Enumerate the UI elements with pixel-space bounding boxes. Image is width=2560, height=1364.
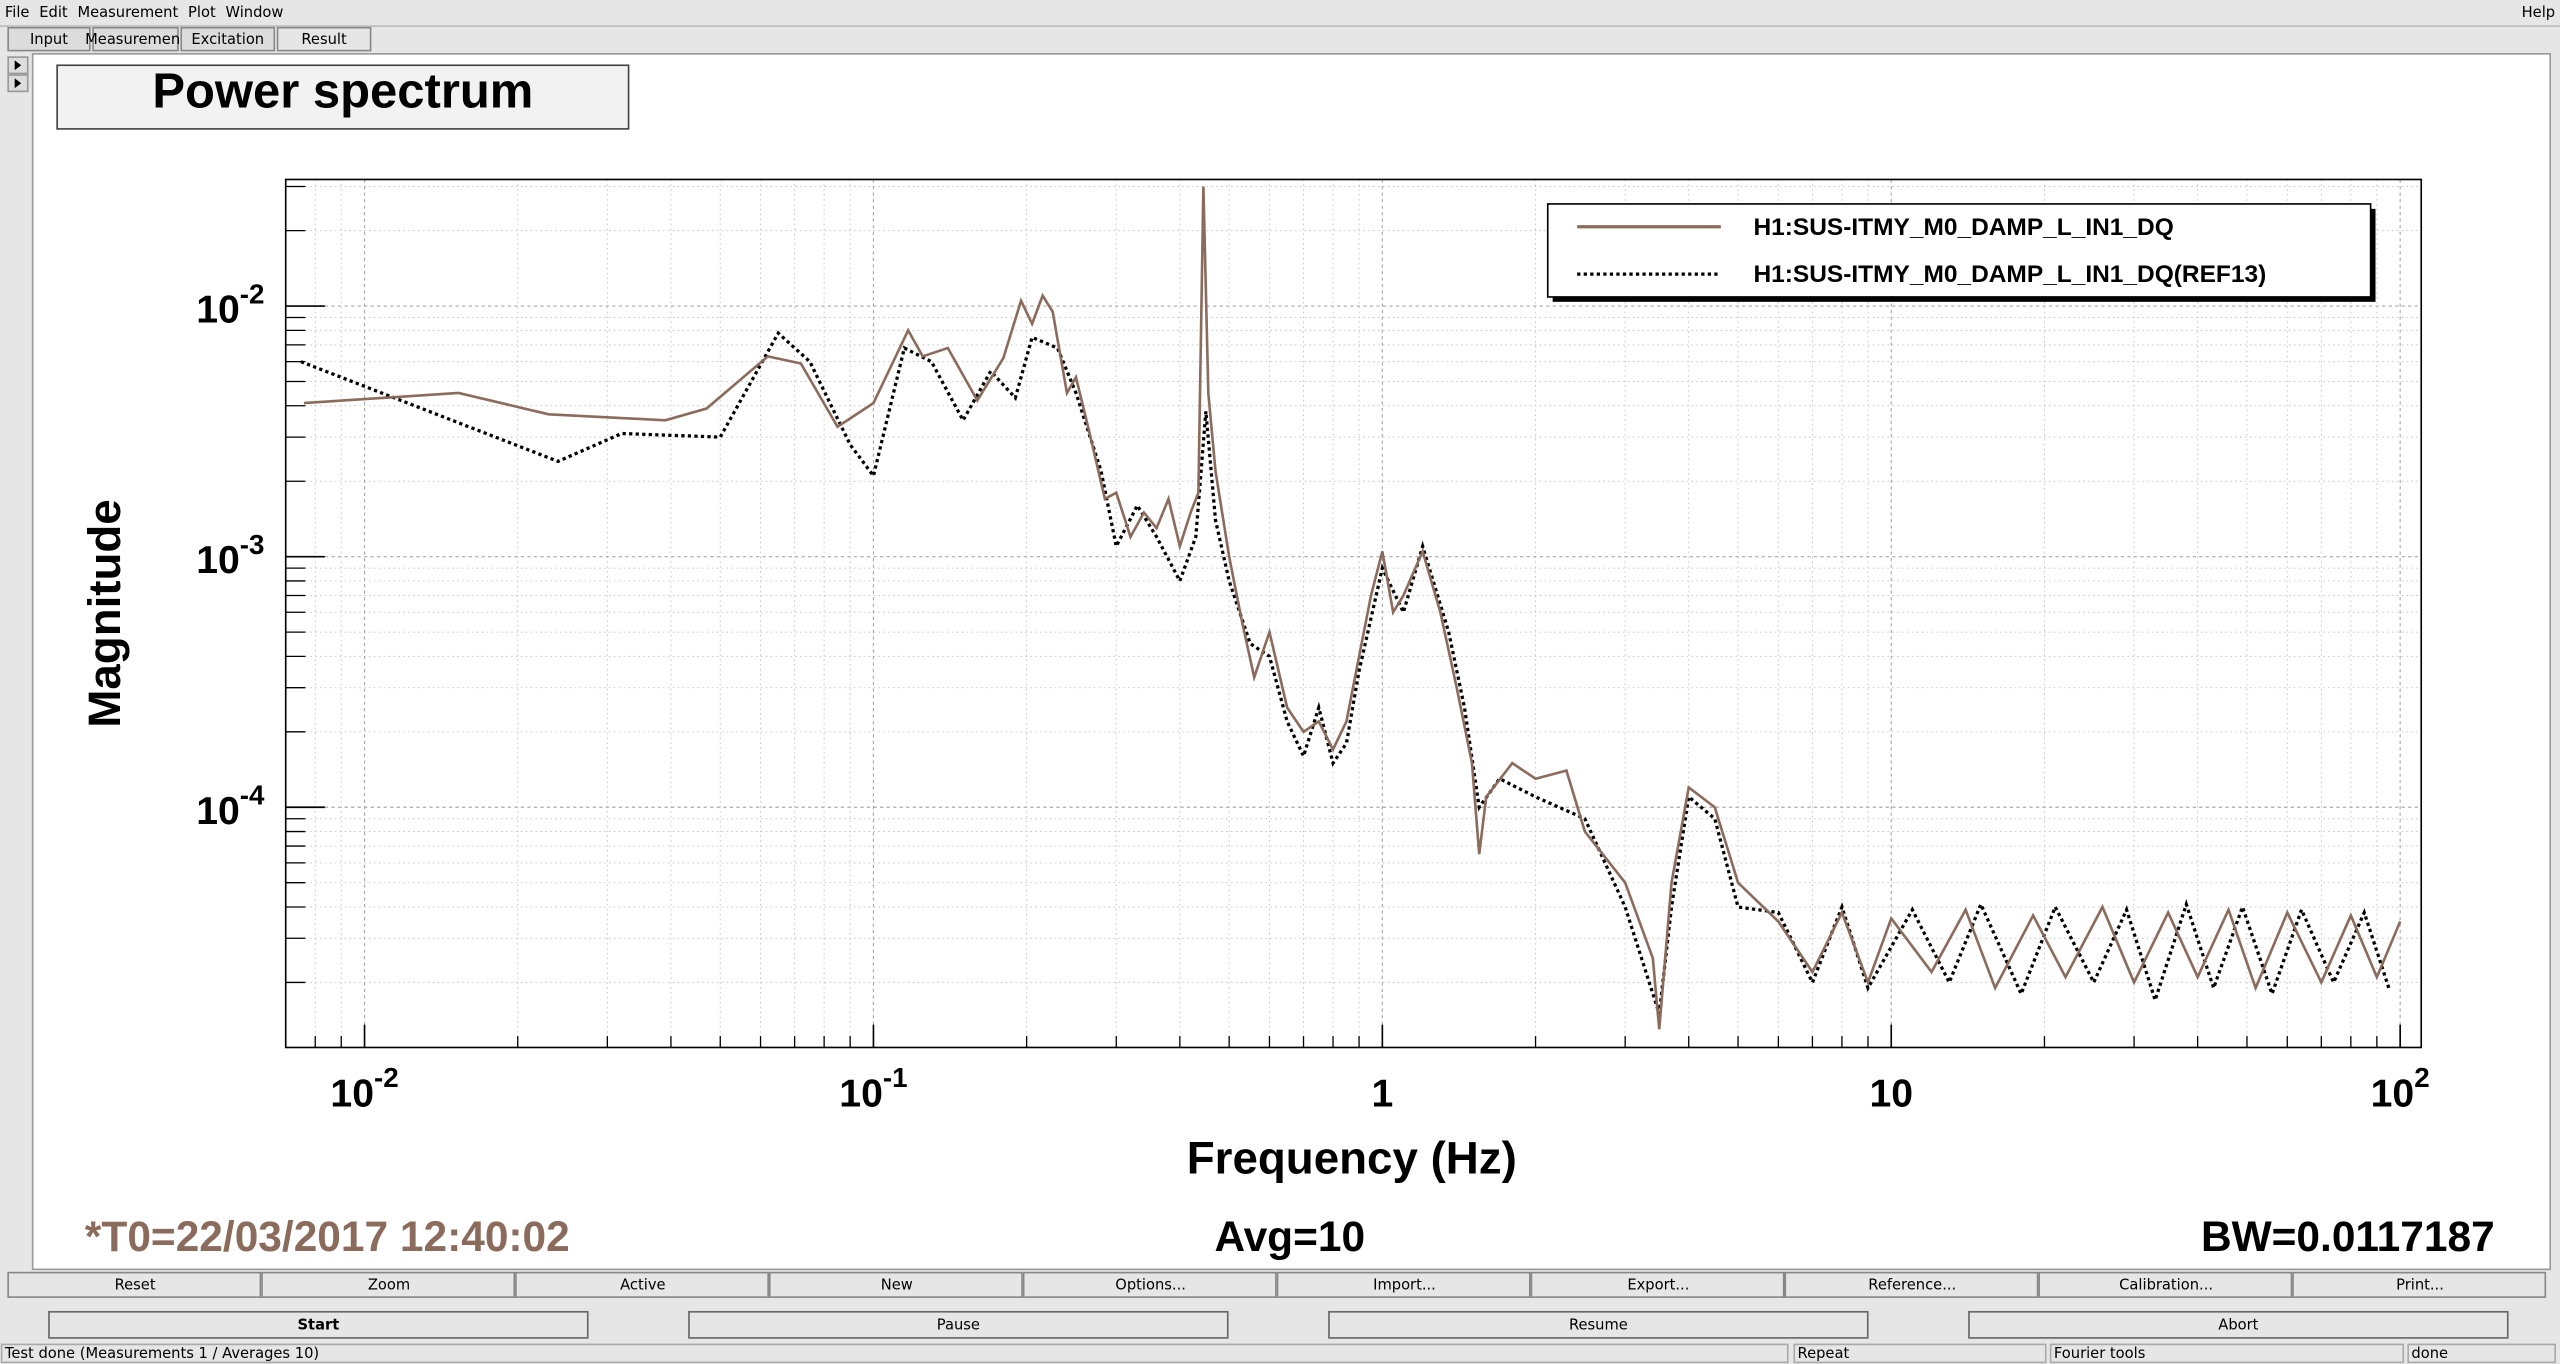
status-field xyxy=(1793,1343,2047,1364)
tick-label: 10-1 xyxy=(839,1062,907,1115)
button[interactable] xyxy=(768,1271,1023,1298)
tick-base: 10 xyxy=(196,540,240,583)
button-label[interactable]: Reference... xyxy=(1868,1277,1956,1294)
menu-bar: File Edit Measurement Plot Window Help xyxy=(5,4,2555,21)
legend-label: H1:SUS-ITMY_M0_DAMP_L_IN1_DQ xyxy=(1753,214,2173,241)
button-label[interactable]: Zoom xyxy=(368,1277,410,1294)
tab-label[interactable]: Measurement xyxy=(85,31,186,48)
t0-label: *T0=22/03/2017 12:40:02 xyxy=(85,1213,570,1260)
tick-base: 10 xyxy=(196,289,240,332)
status-text: done xyxy=(2411,1345,2448,1362)
tick-label: 10-2 xyxy=(196,279,264,332)
arrow-icon xyxy=(14,78,22,89)
x-axis-label: Frequency (Hz) xyxy=(1187,1133,1517,1184)
control-label[interactable]: Resume xyxy=(1569,1317,1628,1334)
status-bar: Test done (Measurements 1 / Averages 10)… xyxy=(0,1343,2556,1364)
button[interactable] xyxy=(2292,1271,2547,1298)
control-button[interactable] xyxy=(1968,1310,2509,1339)
panel-title: Power spectrum xyxy=(152,65,533,119)
tick-exponent: 2 xyxy=(2414,1062,2429,1093)
menu-item[interactable]: Plot xyxy=(188,4,216,21)
legend xyxy=(1546,203,2372,298)
tab-label[interactable]: Input xyxy=(30,31,68,48)
control-button[interactable] xyxy=(688,1310,1229,1339)
control-row: Start Pause Resume Abort xyxy=(48,1310,2509,1339)
button-label[interactable]: Active xyxy=(620,1277,665,1294)
tick-label: 10 xyxy=(1869,1073,1913,1116)
tick-exponent: -2 xyxy=(240,279,265,310)
button-label[interactable]: Import... xyxy=(1373,1277,1436,1294)
tab-label[interactable]: Result xyxy=(301,31,347,48)
menu-item[interactable]: File xyxy=(5,4,30,21)
tick-exponent: -1 xyxy=(883,1062,908,1093)
button-row: Reset Zoom Active New Options... Import... Exp… xyxy=(7,1271,2547,1298)
tab[interactable] xyxy=(92,26,179,52)
button-label[interactable]: Reset xyxy=(115,1277,156,1294)
tick-label: 10-2 xyxy=(330,1062,398,1115)
status-text: Test done (Measurements 1 / Averages 10) xyxy=(4,1345,319,1362)
menu-item[interactable]: Window xyxy=(226,4,284,21)
button[interactable] xyxy=(261,1271,516,1298)
tick-base: 10 xyxy=(839,1073,883,1116)
tick-label: 102 xyxy=(2371,1062,2430,1115)
tab[interactable] xyxy=(180,26,276,52)
bw-label: BW=0.0117187 xyxy=(2201,1213,2495,1260)
tick-base: 10 xyxy=(330,1073,374,1116)
title-box xyxy=(56,64,630,130)
button-label[interactable]: Calibration... xyxy=(2119,1277,2213,1294)
status-field xyxy=(2407,1343,2556,1364)
button[interactable] xyxy=(1784,1271,2039,1298)
button[interactable] xyxy=(1022,1271,1277,1298)
plot-frame xyxy=(284,178,2423,1049)
control-button[interactable] xyxy=(48,1310,589,1339)
tick-exponent: -4 xyxy=(240,780,265,811)
tab[interactable] xyxy=(7,26,91,52)
tick-base: 1 xyxy=(1371,1073,1393,1116)
tab-label[interactable]: Excitation xyxy=(191,31,264,48)
control-button[interactable] xyxy=(1328,1310,1869,1339)
tick-label: 10-4 xyxy=(196,780,265,833)
tick-exponent: -2 xyxy=(374,1062,399,1093)
arrow-icon xyxy=(14,60,22,71)
menu-item[interactable]: Measurement xyxy=(77,4,178,21)
button-label[interactable]: Options... xyxy=(1115,1277,1186,1294)
series-line xyxy=(303,186,2402,1030)
button[interactable] xyxy=(7,1271,262,1298)
tick-label: 10-3 xyxy=(196,529,264,582)
tick-exponent: -3 xyxy=(240,529,265,560)
control-label[interactable]: Pause xyxy=(937,1317,980,1334)
status-field xyxy=(0,1343,1789,1364)
button[interactable] xyxy=(515,1271,769,1298)
tick-base: 10 xyxy=(2371,1073,2415,1116)
legend-label: H1:SUS-ITMY_M0_DAMP_L_IN1_DQ(REF13) xyxy=(1753,261,2266,288)
menu-item[interactable]: Help xyxy=(2522,4,2555,21)
control-label[interactable]: Start xyxy=(297,1317,339,1334)
status-text: Repeat xyxy=(1798,1345,1850,1362)
plot-area xyxy=(285,179,2422,1048)
button[interactable] xyxy=(1276,1271,1531,1298)
series-line xyxy=(300,330,2391,1015)
button[interactable] xyxy=(2038,1271,2293,1298)
status-field xyxy=(2049,1343,2405,1364)
button[interactable] xyxy=(1530,1271,1785,1298)
menu-item[interactable]: Edit xyxy=(39,4,68,21)
tick-base: 10 xyxy=(1869,1073,1913,1116)
tab-bar: Input Measurement Excitation Result xyxy=(7,26,372,52)
status-text: Fourier tools xyxy=(2054,1345,2145,1362)
y-axis-label: Magnitude xyxy=(79,499,130,727)
tick-label: 1 xyxy=(1371,1073,1393,1116)
control-label[interactable]: Abort xyxy=(2218,1317,2258,1334)
button-label[interactable]: Print... xyxy=(2396,1277,2444,1294)
avg-label: Avg=10 xyxy=(1215,1213,1366,1260)
tab[interactable] xyxy=(276,26,372,52)
button-label[interactable]: New xyxy=(881,1277,913,1294)
tick-base: 10 xyxy=(196,790,240,833)
button-label[interactable]: Export... xyxy=(1627,1277,1689,1294)
